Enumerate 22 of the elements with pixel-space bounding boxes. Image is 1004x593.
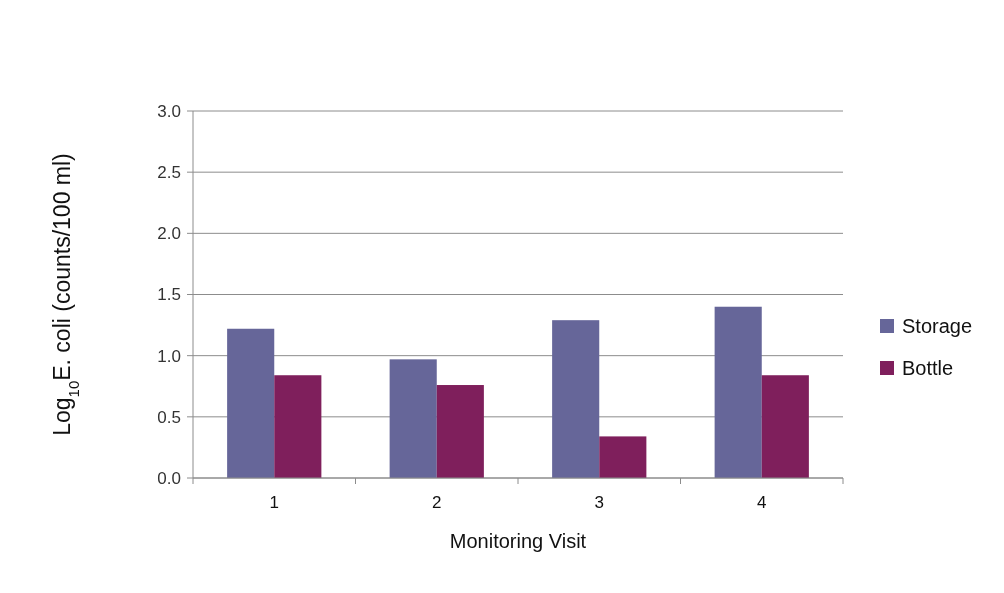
x-tick-label: 4 bbox=[757, 493, 767, 512]
y-tick-label: 3.0 bbox=[157, 101, 181, 121]
y-tick-label: 2.5 bbox=[157, 163, 181, 183]
legend-label: Bottle bbox=[902, 357, 954, 379]
x-tick-label: 3 bbox=[594, 493, 604, 512]
bar bbox=[599, 436, 647, 478]
bar bbox=[761, 375, 809, 478]
bar bbox=[436, 385, 484, 478]
y-tick-label: 1.5 bbox=[157, 285, 181, 305]
x-axis-title: Monitoring Visit bbox=[449, 530, 587, 552]
y-tick-label: 2.0 bbox=[157, 224, 181, 244]
y-tick-label: 1.0 bbox=[157, 346, 181, 366]
bar bbox=[552, 320, 600, 478]
bar bbox=[714, 306, 762, 478]
x-tick-label: 1 bbox=[269, 493, 279, 512]
x-tick-label: 2 bbox=[432, 493, 442, 512]
bar bbox=[274, 375, 322, 478]
bar bbox=[389, 359, 437, 478]
y-tick-label: 0.0 bbox=[157, 468, 181, 488]
legend-label: Storage bbox=[902, 315, 973, 337]
y-tick-label: 0.5 bbox=[157, 407, 181, 427]
bar bbox=[227, 328, 275, 478]
